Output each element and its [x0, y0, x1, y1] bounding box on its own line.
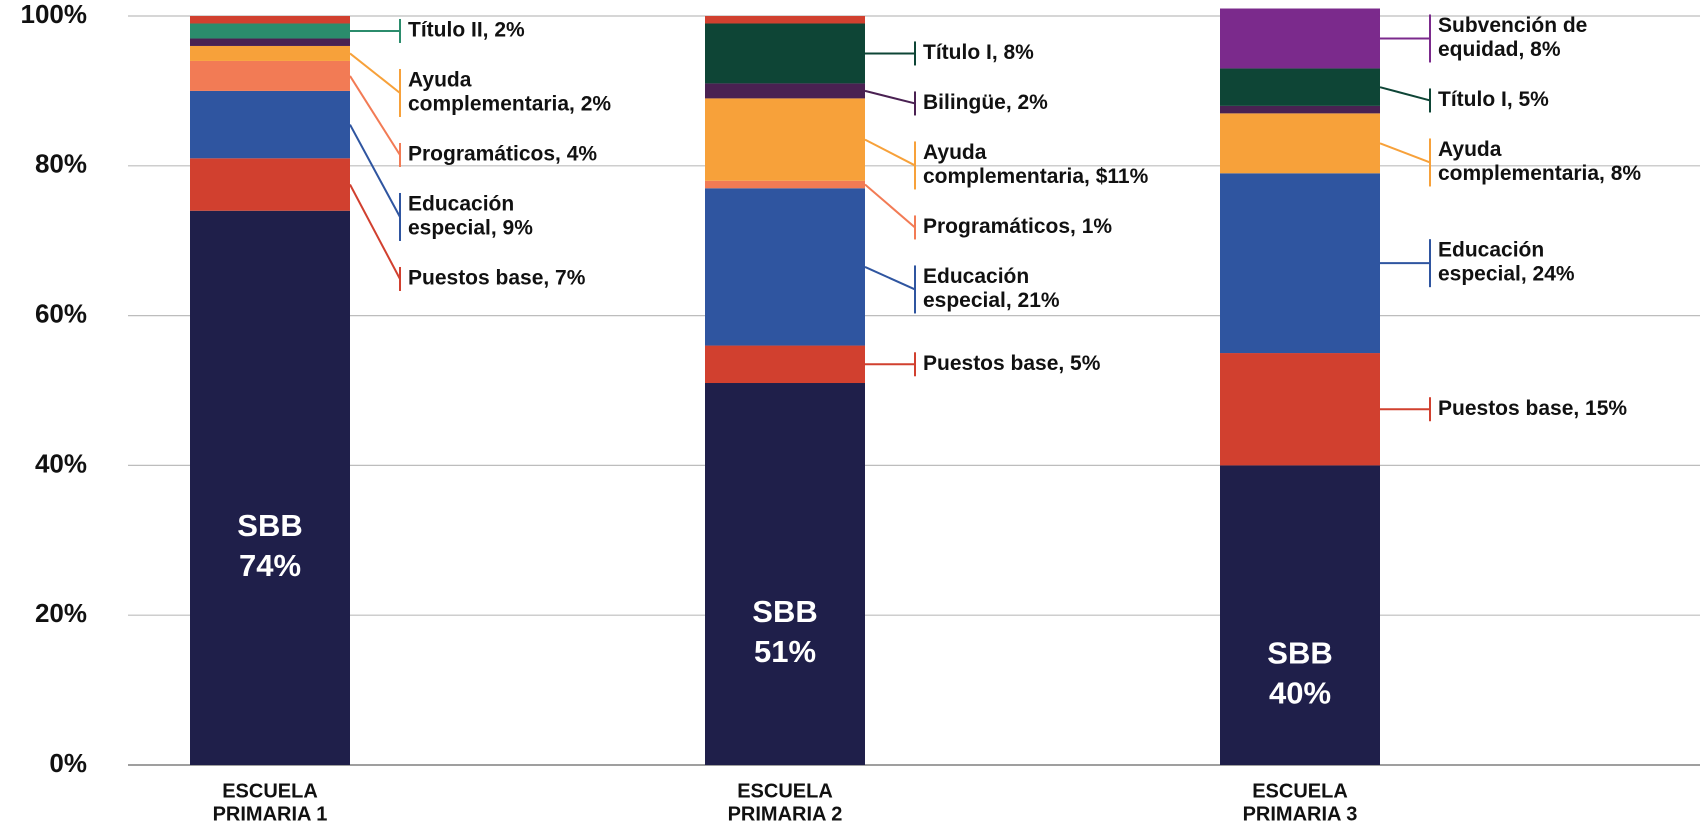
- annotation: Educación: [923, 265, 1029, 288]
- annotation: Puestos base, 5%: [923, 352, 1101, 375]
- annotation: Ayuda: [408, 69, 472, 92]
- y-tick-label: 0%: [49, 748, 87, 778]
- leader-line: [1379, 142, 1431, 164]
- segment-label: SBB: [1267, 635, 1332, 670]
- bar-segment: [190, 60, 350, 91]
- annotation: complementaria, 8%: [1438, 162, 1641, 185]
- bar-segment: [190, 38, 350, 46]
- x-tick-label: ESCUELA: [737, 780, 833, 802]
- y-tick-label: 60%: [35, 298, 87, 328]
- leader-line: [1379, 86, 1431, 102]
- bar-segment: [190, 210, 350, 766]
- bar-segment: [1220, 68, 1380, 106]
- annotation: especial, 21%: [923, 289, 1060, 312]
- annotation: Programáticos, 4%: [408, 143, 597, 166]
- y-tick-label: 20%: [35, 598, 87, 628]
- bar-segment: [1220, 173, 1380, 354]
- annotation: complementaria, $11%: [923, 165, 1149, 188]
- bar-segment: [190, 45, 350, 61]
- bar-segment: [190, 16, 350, 24]
- annotation: especial, 24%: [1438, 263, 1575, 286]
- bar-segment: [705, 383, 865, 765]
- segment-label: SBB: [752, 594, 817, 629]
- annotation: Educación: [1438, 239, 1544, 262]
- annotation: equidad, 8%: [1438, 38, 1561, 61]
- bar-segment: [1220, 353, 1380, 466]
- annotation: especial, 9%: [408, 217, 533, 240]
- annotation: Título I, 5%: [1438, 88, 1549, 111]
- bar-segment: [705, 16, 865, 24]
- bar-segment: [1220, 113, 1380, 174]
- bar-segment: [1220, 105, 1380, 114]
- leader-line: [349, 184, 401, 280]
- annotation: Educación: [408, 193, 514, 216]
- segment-label: 74%: [239, 548, 301, 583]
- leader-line: [349, 124, 401, 218]
- annotation: Título I, 8%: [923, 41, 1034, 64]
- annotation: Ayuda: [1438, 138, 1502, 161]
- annotation: Programáticos, 1%: [923, 215, 1112, 238]
- bar-segment: [705, 98, 865, 181]
- bar-segment: [705, 188, 865, 346]
- leader-line: [349, 75, 401, 156]
- bar-segment: [705, 83, 865, 99]
- bar-segment: [1220, 8, 1380, 69]
- annotation: Subvención de: [1438, 14, 1587, 37]
- bar-segment: [190, 158, 350, 211]
- x-tick-label: ESCUELA: [1252, 780, 1348, 802]
- annotation: complementaria, 2%: [408, 93, 611, 116]
- bar-segment: [1220, 465, 1380, 765]
- leader-line: [864, 266, 916, 291]
- y-tick-label: 40%: [35, 448, 87, 478]
- annotation: Ayuda: [923, 141, 987, 164]
- segment-label: 40%: [1269, 675, 1331, 710]
- leader-line: [864, 89, 916, 105]
- bar-segment: [190, 23, 350, 39]
- x-tick-label: PRIMARIA 2: [728, 803, 843, 825]
- bar-segment: [705, 180, 865, 189]
- leader-line: [349, 52, 401, 94]
- annotation: Bilingüe, 2%: [923, 91, 1048, 114]
- x-tick-label: ESCUELA: [222, 780, 318, 802]
- x-tick-label: PRIMARIA 3: [1243, 803, 1358, 825]
- bar-segment: [190, 90, 350, 159]
- y-tick-label: 80%: [35, 149, 87, 179]
- annotation: Puestos base, 7%: [408, 267, 586, 290]
- bar-segment: [705, 23, 865, 84]
- bar-segment: [705, 345, 865, 384]
- segment-label: 51%: [754, 634, 816, 669]
- y-tick-label: 100%: [21, 0, 88, 29]
- segment-label: SBB: [237, 508, 302, 543]
- annotation: Título II, 2%: [408, 19, 525, 42]
- leader-line: [864, 183, 916, 229]
- annotation: Puestos base, 15%: [1438, 397, 1627, 420]
- leader-line: [864, 138, 916, 167]
- x-tick-label: PRIMARIA 1: [213, 803, 328, 825]
